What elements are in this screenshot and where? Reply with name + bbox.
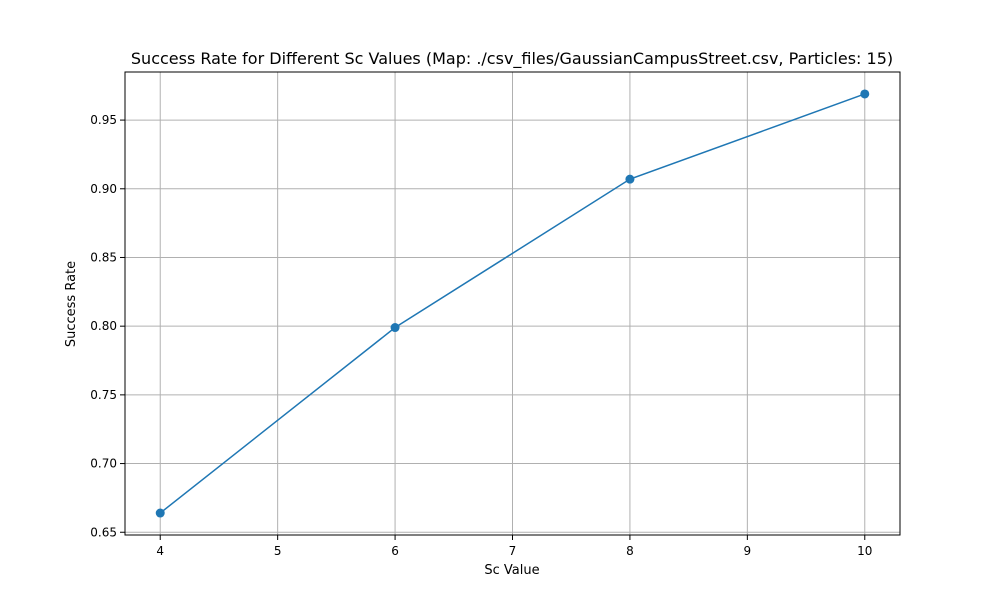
x-tick-label: 8	[626, 544, 634, 558]
x-axis-ticks: 4 5 6 7 8 9 10	[156, 535, 872, 558]
x-axis-label: Sc Value	[484, 563, 539, 578]
x-tick-label: 9	[744, 544, 752, 558]
y-tick-label: 0.70	[90, 457, 117, 471]
y-tick-label: 0.75	[90, 388, 117, 402]
y-tick-label: 0.85	[90, 250, 117, 264]
x-tick-label: 7	[509, 544, 517, 558]
y-tick-label: 0.90	[90, 182, 117, 196]
data-point	[390, 323, 400, 333]
chart-title: Success Rate for Different Sc Values (Ma…	[131, 49, 893, 69]
x-tick-label: 10	[857, 544, 872, 558]
data-point	[860, 89, 870, 99]
x-tick-label: 5	[274, 544, 282, 558]
x-tick-label: 4	[156, 544, 164, 558]
grid	[125, 72, 900, 535]
series-layer	[155, 89, 870, 518]
x-tick-label: 6	[391, 544, 399, 558]
data-point	[625, 174, 635, 184]
y-tick-label: 0.95	[90, 113, 117, 127]
series-line	[159, 93, 866, 514]
y-tick-label: 0.65	[90, 525, 117, 539]
data-point	[155, 508, 165, 518]
y-axis-ticks: 0.65 0.70 0.75 0.80 0.85 0.90 0.95	[90, 113, 125, 539]
y-tick-label: 0.80	[90, 319, 117, 333]
y-axis-label: Success Rate	[64, 261, 79, 347]
